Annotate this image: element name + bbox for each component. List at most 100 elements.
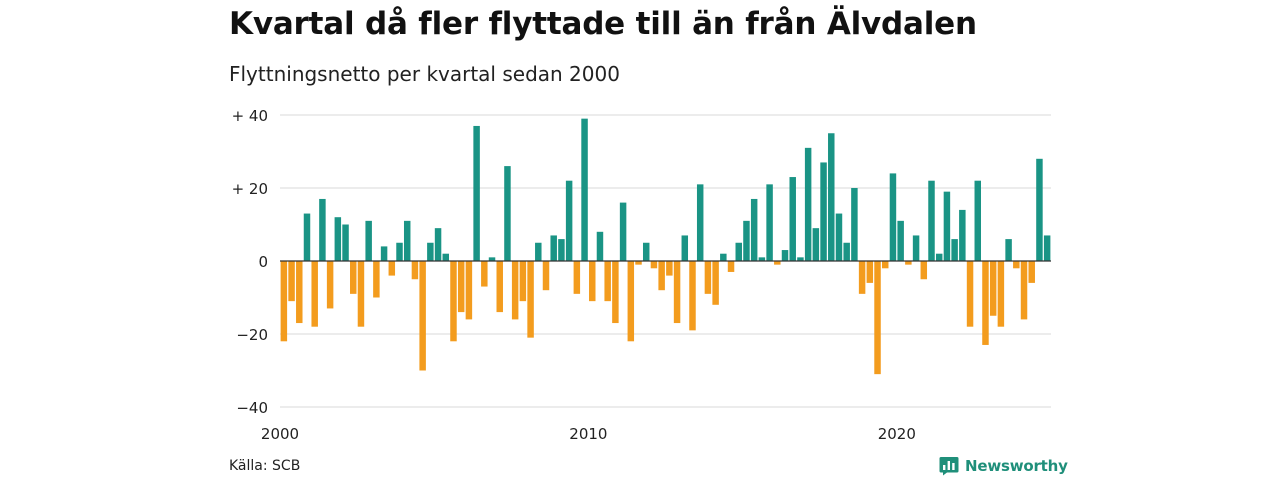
bar	[743, 220, 750, 261]
bar	[851, 188, 858, 261]
bar	[411, 261, 419, 280]
bar	[905, 261, 912, 265]
bar	[989, 261, 997, 316]
bar	[774, 261, 781, 265]
bar	[473, 125, 480, 261]
bar	[897, 220, 904, 261]
bar	[1005, 239, 1012, 261]
bar	[388, 261, 396, 276]
bar	[951, 239, 958, 261]
bar	[334, 217, 342, 261]
bar	[966, 261, 974, 327]
bar	[373, 261, 380, 298]
bar	[635, 261, 642, 265]
bar	[427, 242, 434, 261]
bar	[465, 261, 473, 320]
bar	[326, 261, 334, 309]
bar	[843, 242, 850, 261]
bar	[380, 246, 388, 261]
bar	[689, 261, 696, 331]
bar	[943, 191, 951, 261]
bar	[450, 261, 457, 342]
brand: Newsworthy	[939, 456, 1068, 476]
bar	[781, 250, 789, 261]
bar	[1013, 261, 1020, 269]
bar	[874, 261, 881, 375]
bar	[550, 235, 557, 261]
bar	[319, 198, 326, 261]
bar	[496, 261, 503, 313]
bar	[666, 261, 673, 276]
bar	[542, 261, 550, 291]
bar	[789, 177, 796, 261]
bar	[350, 261, 357, 294]
source-label: Källa: SCB	[229, 458, 301, 474]
chart-title: Kvartal då fler flyttade till än från Äl…	[229, 6, 977, 42]
bar	[766, 184, 773, 261]
y-tick-label: −20	[236, 326, 268, 344]
bar	[280, 261, 288, 342]
bar	[311, 261, 318, 327]
bar	[920, 261, 928, 280]
bar	[558, 239, 565, 261]
bar	[758, 257, 766, 261]
y-tick-label: + 40	[232, 107, 268, 125]
bar	[596, 231, 604, 261]
bar	[820, 162, 827, 261]
bar	[712, 261, 719, 305]
y-tick-label: + 20	[232, 180, 268, 198]
bar	[704, 261, 712, 294]
bar	[612, 261, 619, 324]
bar	[997, 261, 1005, 327]
bar	[342, 224, 349, 261]
bar	[1043, 235, 1051, 261]
bar	[619, 202, 627, 261]
bar	[442, 253, 450, 261]
bar-chart: + 40 + 20 0 −20 −40 2000 2010 2020	[232, 107, 1051, 443]
bar	[581, 118, 588, 262]
bar	[828, 133, 835, 261]
bar	[1036, 158, 1043, 261]
bar	[511, 261, 519, 320]
y-tick-label: 0	[258, 253, 268, 271]
bar	[396, 242, 403, 261]
x-tick-label: 2000	[261, 425, 299, 443]
bar	[750, 198, 758, 261]
bar	[1020, 261, 1028, 320]
bar	[812, 228, 820, 261]
bar	[658, 261, 665, 291]
bar	[928, 180, 935, 261]
bar	[959, 209, 966, 261]
bar	[403, 220, 411, 261]
bar	[642, 242, 650, 261]
bar	[797, 257, 804, 261]
bar	[720, 253, 727, 261]
chart-subtitle: Flyttningsnetto per kvartal sedan 2000	[229, 62, 620, 86]
bar	[627, 261, 635, 342]
bar	[365, 220, 372, 261]
bar	[835, 213, 843, 261]
bar	[357, 261, 365, 327]
bar	[527, 261, 534, 338]
bar	[735, 242, 742, 261]
x-tick-label: 2020	[878, 425, 916, 443]
y-tick-label: −40	[236, 399, 268, 417]
bar	[912, 235, 920, 261]
bar	[519, 261, 527, 302]
bar	[457, 261, 465, 313]
bar	[419, 261, 426, 371]
bar	[488, 257, 496, 261]
bar	[889, 173, 897, 261]
bar	[935, 253, 943, 261]
bar	[696, 184, 704, 261]
bar	[589, 261, 596, 302]
bar	[727, 261, 735, 272]
bar	[882, 261, 889, 269]
bar	[681, 235, 689, 261]
bar	[303, 213, 311, 261]
bar	[650, 261, 658, 269]
bar	[866, 261, 874, 283]
bar	[481, 261, 488, 287]
bar	[288, 261, 295, 302]
bar	[535, 242, 542, 261]
